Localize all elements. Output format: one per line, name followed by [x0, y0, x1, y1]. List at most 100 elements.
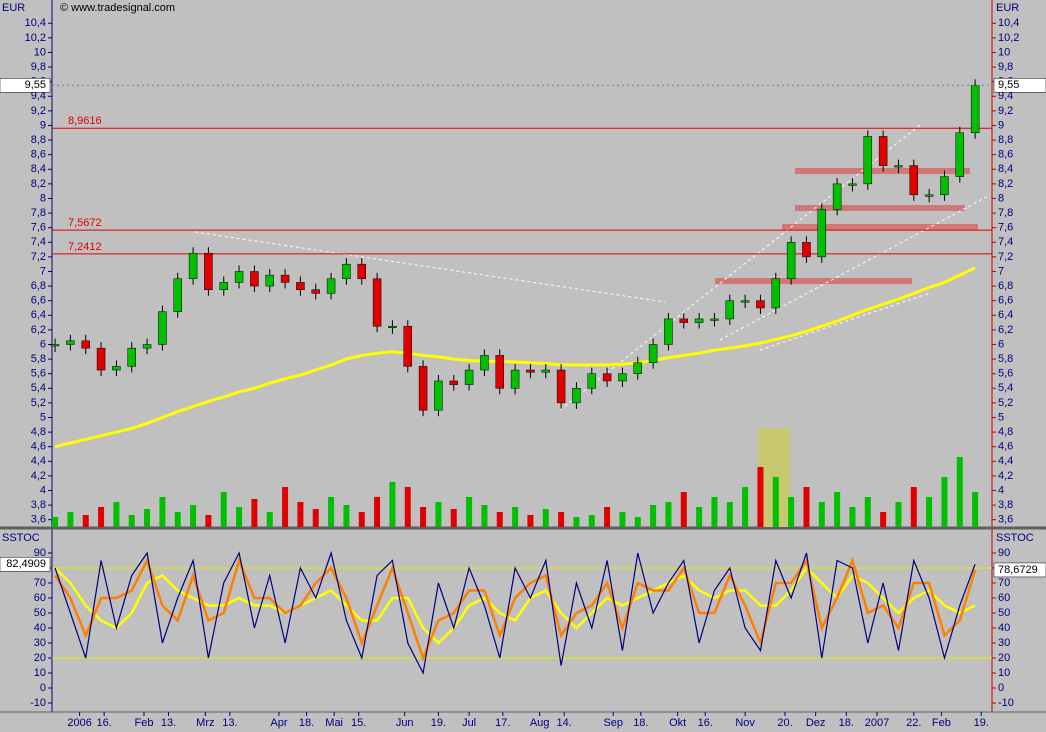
axis-label: SSTOC: [2, 532, 40, 544]
volume-bar: [420, 507, 427, 527]
y-tick-label: 40: [998, 622, 1010, 634]
candle: [679, 318, 689, 323]
y-tick-label: 6,6: [998, 295, 1013, 307]
current-value-label: 78,6729: [998, 564, 1038, 576]
y-tick-label: 5,4: [31, 382, 46, 394]
candle: [970, 85, 980, 134]
y-tick-label: 5,8: [998, 353, 1013, 365]
y-tick-label: 8,6: [998, 149, 1013, 161]
candle: [694, 318, 704, 323]
y-tick-label: 9,4: [998, 90, 1013, 102]
candle: [510, 369, 520, 389]
y-tick-label: 6,6: [31, 295, 46, 307]
candle: [66, 340, 75, 345]
volume-bar: [98, 507, 105, 527]
y-tick-label: 7: [998, 265, 1004, 277]
candle: [81, 340, 90, 349]
volume-bar: [558, 512, 565, 527]
candle: [725, 300, 735, 320]
candle: [786, 242, 796, 280]
volume-bar: [236, 507, 243, 527]
candle: [848, 183, 857, 186]
trend-line: [559, 124, 921, 411]
x-tick-label: Mrz: [196, 717, 214, 729]
y-tick-label: 9,4: [31, 90, 46, 102]
candle: [909, 165, 919, 196]
volume-bar: [880, 512, 887, 527]
candle: [664, 318, 673, 345]
x-tick-label: Mai: [325, 717, 343, 729]
y-tick-label: 4,8: [31, 426, 46, 438]
level-label: 8,9616: [68, 115, 102, 127]
y-tick-label: 20: [998, 652, 1010, 664]
y-tick-label: 8: [40, 192, 46, 204]
candle: [219, 282, 228, 290]
candle: [587, 373, 597, 389]
y-tick-label: -10: [998, 697, 1014, 709]
y-tick-label: 5,4: [998, 382, 1013, 394]
x-tick-label: 18.: [839, 717, 854, 729]
y-tick-label: 30: [998, 637, 1010, 649]
volume-bar: [665, 502, 672, 527]
candle: [526, 369, 535, 373]
current-value-label: 9,55: [25, 79, 46, 91]
candle: [464, 369, 474, 385]
candle: [250, 271, 259, 287]
volume-bar: [941, 477, 948, 527]
y-tick-label: 10,4: [25, 17, 46, 29]
candle: [480, 355, 489, 371]
volume-bar: [742, 487, 749, 527]
candle: [388, 325, 397, 328]
y-tick-label: 7,2: [998, 251, 1013, 263]
candle: [495, 355, 505, 389]
x-tick-label: Aug: [530, 717, 550, 729]
y-tick-label: 4,6: [31, 441, 46, 453]
x-tick-label: Nov: [735, 717, 755, 729]
volume-bar: [435, 502, 442, 527]
y-tick-label: 7,6: [998, 222, 1013, 234]
candle: [403, 325, 413, 367]
volume-bar: [527, 515, 534, 527]
y-tick-label: 8,4: [998, 163, 1013, 175]
volume-bar: [466, 497, 473, 527]
y-tick-label: 6,4: [31, 309, 46, 321]
y-tick-label: 8,8: [998, 134, 1013, 146]
y-tick-label: 60: [998, 592, 1010, 604]
candle: [357, 263, 367, 280]
y-tick-label: 70: [998, 577, 1010, 589]
y-tick-label: 6,2: [31, 324, 46, 336]
y-tick-label: 8,6: [31, 149, 46, 161]
y-tick-label: 5,6: [31, 368, 46, 380]
y-tick-label: 10: [998, 667, 1010, 679]
current-value-box: [993, 562, 1046, 578]
y-tick-label: 7,4: [998, 236, 1013, 248]
level-label: 7,5672: [68, 217, 102, 229]
current-value-label: 9,55: [998, 79, 1019, 91]
y-tick-label: 4,4: [998, 455, 1013, 467]
x-tick-label: 22.: [906, 717, 921, 729]
current-value-box: [0, 556, 51, 572]
volume-bar: [159, 497, 166, 527]
candle: [894, 165, 903, 168]
candle: [863, 136, 873, 185]
candle: [434, 380, 443, 411]
y-tick-label: 8,8: [31, 134, 46, 146]
x-tick-label: 16.: [96, 717, 111, 729]
y-tick-label: 9,8: [31, 61, 46, 73]
volume-bar: [128, 515, 135, 527]
x-tick-label: Feb: [135, 717, 154, 729]
x-tick-label: 13.: [161, 717, 176, 729]
candle: [648, 344, 658, 363]
volume-bar: [588, 515, 595, 527]
volume-bar: [174, 512, 181, 527]
candle: [602, 373, 612, 382]
candle: [326, 278, 336, 294]
x-tick-label: 19.: [974, 717, 989, 729]
y-tick-label: 7,4: [31, 236, 46, 248]
candle: [265, 274, 274, 287]
y-tick-label: 8,4: [31, 163, 46, 175]
y-tick-label: 10,2: [998, 32, 1019, 44]
x-tick-label: Okt: [669, 717, 686, 729]
